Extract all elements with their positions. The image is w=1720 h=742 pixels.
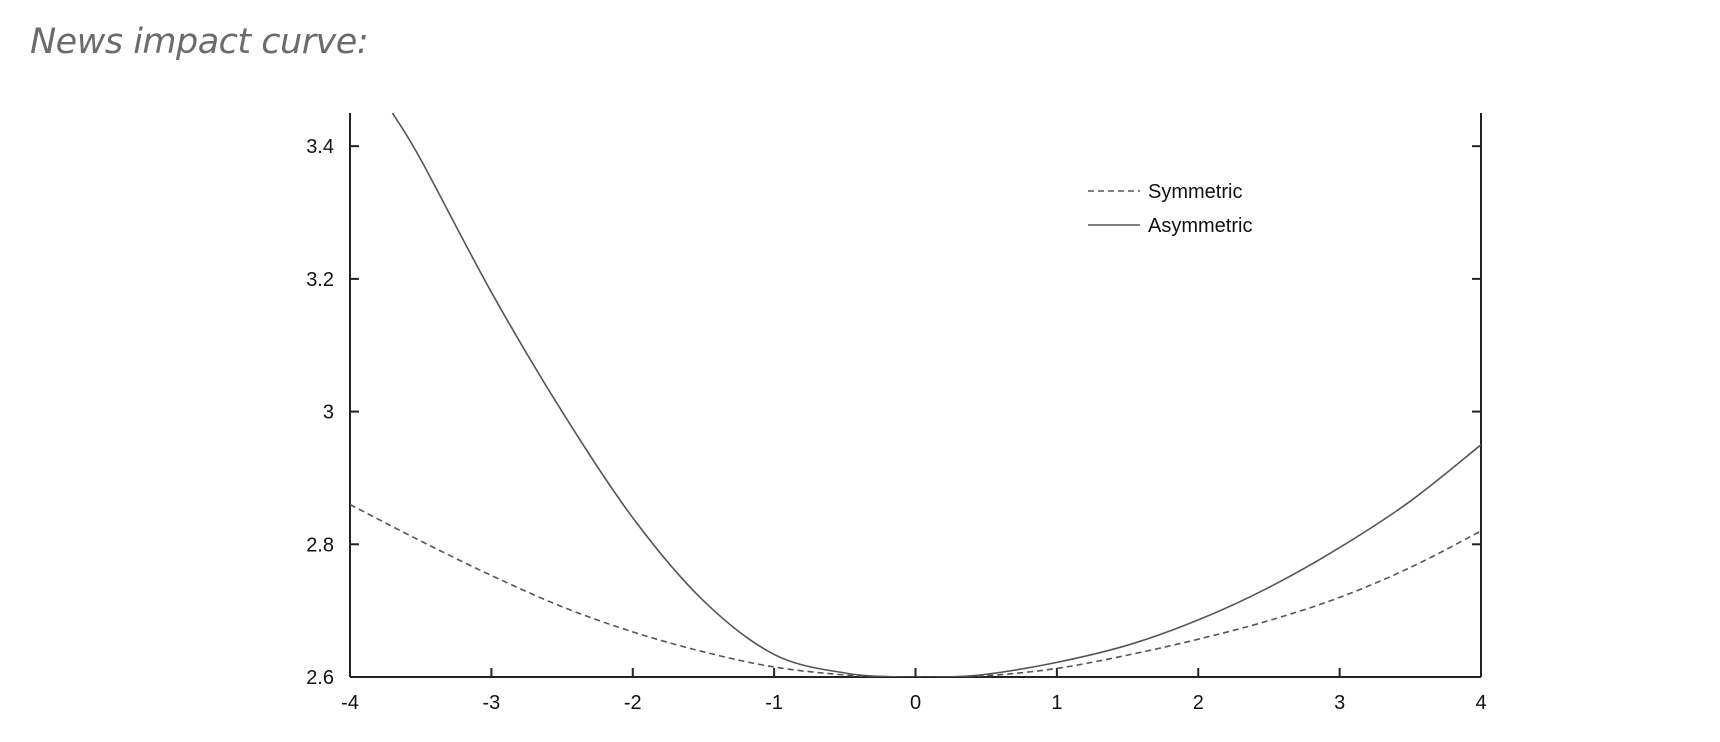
legend-label-asymmetric: Asymmetric <box>1148 215 1252 237</box>
y-tick-label: 3.2 <box>306 269 334 291</box>
y-tick-label: 3 <box>323 402 334 424</box>
x-tick-label: 1 <box>1051 692 1062 714</box>
legend-label-symmetric: Symmetric <box>1148 181 1242 203</box>
x-tick-label: 3 <box>1334 692 1345 714</box>
x-tick-label: 4 <box>1475 692 1486 714</box>
x-tick-label: -4 <box>341 692 359 714</box>
y-tick-label: 2.6 <box>306 667 334 689</box>
x-tick-label: -2 <box>624 692 642 714</box>
x-tick-label: -3 <box>482 692 500 714</box>
y-tick-label: 3.4 <box>306 136 334 158</box>
x-tick-label: 0 <box>910 692 921 714</box>
x-tick-label: -1 <box>765 692 783 714</box>
series-line-asymmetric <box>391 113 1481 677</box>
x-tick-label: 2 <box>1193 692 1204 714</box>
series-line-symmetric <box>350 503 1481 677</box>
page-heading: News impact curve: <box>30 22 369 62</box>
y-tick-label: 2.8 <box>306 534 334 556</box>
